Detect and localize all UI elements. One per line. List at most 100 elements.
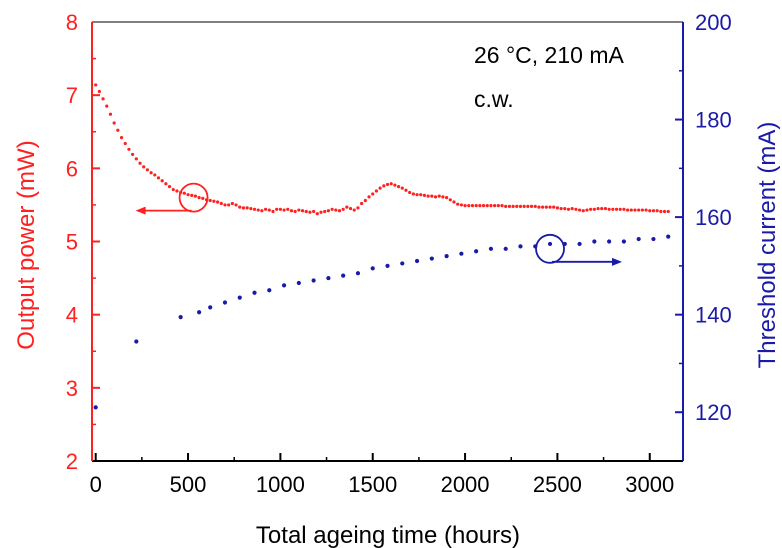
threshold-point xyxy=(651,236,656,242)
power-point xyxy=(489,204,493,208)
threshold-point xyxy=(281,283,287,288)
power-point xyxy=(533,204,537,208)
power-point xyxy=(367,195,371,199)
threshold-point xyxy=(197,310,202,315)
power-point xyxy=(459,203,463,207)
x-tick-label: 1500 xyxy=(348,472,397,497)
threshold-point xyxy=(178,315,183,320)
power-point xyxy=(138,161,142,165)
threshold-point xyxy=(296,280,301,286)
power-point xyxy=(522,204,526,208)
power-point xyxy=(467,204,471,208)
power-point xyxy=(404,188,408,192)
power-point xyxy=(171,187,175,192)
power-point xyxy=(651,209,656,213)
power-point xyxy=(559,206,563,211)
x-tick-label: 1000 xyxy=(256,472,305,497)
power-point xyxy=(123,141,127,146)
power-point xyxy=(430,194,434,198)
threshold-point xyxy=(607,239,612,244)
power-point xyxy=(256,208,260,212)
axis-arrow-head xyxy=(612,257,623,266)
power-point xyxy=(640,208,644,212)
power-point xyxy=(600,206,604,211)
power-point xyxy=(234,203,238,207)
power-point xyxy=(101,97,105,101)
power-point xyxy=(238,205,242,209)
threshold-point xyxy=(341,273,346,278)
power-point xyxy=(312,209,316,214)
threshold-point xyxy=(208,305,213,310)
power-point xyxy=(378,186,382,190)
power-point xyxy=(145,168,150,172)
x-tick-label: 2500 xyxy=(533,472,582,497)
power-point xyxy=(345,205,349,209)
power-point xyxy=(400,186,404,190)
threshold-point xyxy=(93,405,98,410)
left-y-tick-label: 6 xyxy=(66,156,78,181)
power-point xyxy=(603,206,608,211)
x-tick-label: 500 xyxy=(170,472,207,497)
power-point xyxy=(149,171,153,175)
power-point xyxy=(618,207,622,211)
power-point xyxy=(415,193,419,197)
power-point xyxy=(577,208,582,212)
threshold-point xyxy=(503,246,508,251)
output-power-series xyxy=(94,83,670,216)
power-point xyxy=(360,201,364,206)
left-y-tick-label: 7 xyxy=(66,83,78,108)
power-point xyxy=(156,176,161,180)
power-point xyxy=(341,207,345,211)
power-point xyxy=(419,193,423,197)
power-point xyxy=(230,201,234,206)
power-point xyxy=(260,209,264,213)
power-point xyxy=(507,204,511,208)
power-point xyxy=(496,204,500,208)
power-point xyxy=(614,207,619,211)
right-y-axis-title: Threshold current (mA) xyxy=(754,122,781,369)
power-point xyxy=(504,204,508,208)
power-point xyxy=(337,209,342,213)
power-point xyxy=(581,209,585,213)
threshold-point xyxy=(459,251,464,256)
threshold-current-series xyxy=(93,234,671,410)
power-point xyxy=(526,204,530,208)
tick-layer: 0 500 1000 1500 2000 2500 3000 2 3 4 5 6 7 8 120 140 160… xyxy=(66,10,732,497)
power-point xyxy=(186,193,190,197)
x-axis-title: Total ageing time (hours) xyxy=(256,522,520,548)
power-point xyxy=(241,206,246,210)
power-point xyxy=(470,204,475,208)
power-point xyxy=(570,206,574,211)
power-point xyxy=(326,209,330,213)
power-point xyxy=(662,209,667,214)
left-y-tick-label: 4 xyxy=(66,303,78,328)
threshold-point xyxy=(592,239,597,244)
threshold-point xyxy=(636,236,641,242)
power-point xyxy=(267,208,271,212)
right-y-tick-label: 200 xyxy=(695,10,732,35)
power-point xyxy=(112,121,116,125)
threshold-point xyxy=(400,261,405,266)
power-point xyxy=(134,157,138,161)
power-point xyxy=(433,195,438,199)
left-y-axis-title: Output power (mW) xyxy=(13,140,40,349)
power-point xyxy=(644,208,648,212)
power-point xyxy=(426,194,430,198)
axis-arrow-head xyxy=(135,206,146,215)
left-y-tick-label: 5 xyxy=(66,230,78,255)
power-point xyxy=(245,206,249,210)
power-point xyxy=(548,205,552,209)
threshold-point xyxy=(311,278,316,283)
power-point xyxy=(541,205,545,209)
power-point xyxy=(190,193,194,198)
power-point xyxy=(515,204,519,208)
series-markers xyxy=(135,182,623,266)
x-tick-label: 0 xyxy=(90,472,102,497)
power-point xyxy=(648,209,652,213)
power-point xyxy=(411,192,415,196)
power-point xyxy=(552,205,556,209)
power-point xyxy=(334,208,338,212)
power-point xyxy=(352,208,356,212)
power-point xyxy=(323,209,327,214)
